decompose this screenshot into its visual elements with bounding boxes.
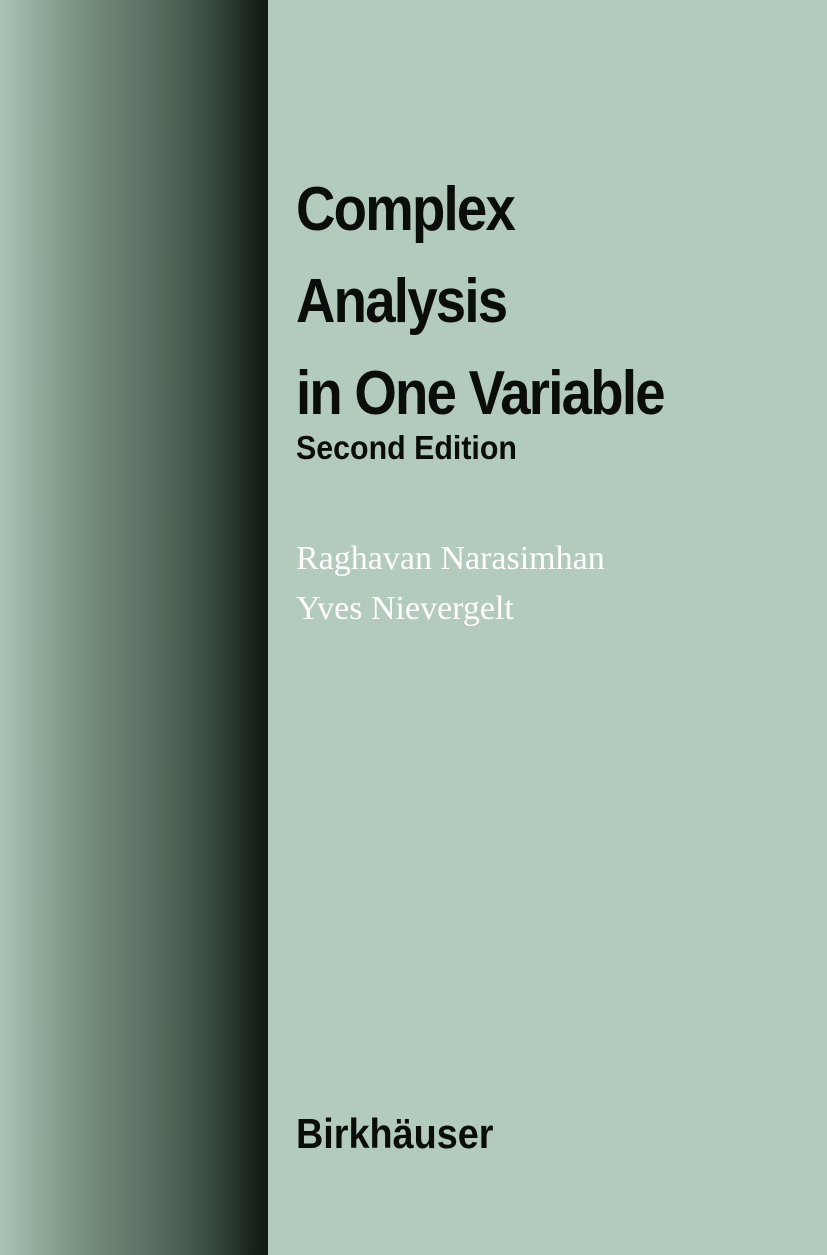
- publisher-name: Birkhäuser: [296, 1110, 494, 1157]
- edition-label: Second Edition: [296, 429, 517, 466]
- author-list: Raghavan Narasimhan Yves Nievergelt: [296, 534, 605, 634]
- author-name: Raghavan Narasimhan: [296, 540, 605, 577]
- gradient-band: [0, 0, 268, 1255]
- title-line-1: Complex: [296, 175, 516, 244]
- title-line-2: Analysis: [296, 267, 508, 336]
- author-name: Yves Nievergelt: [296, 590, 514, 627]
- book-title: Complex Analysis in One Variable: [296, 164, 666, 440]
- title-line-3: in One Variable: [296, 359, 666, 428]
